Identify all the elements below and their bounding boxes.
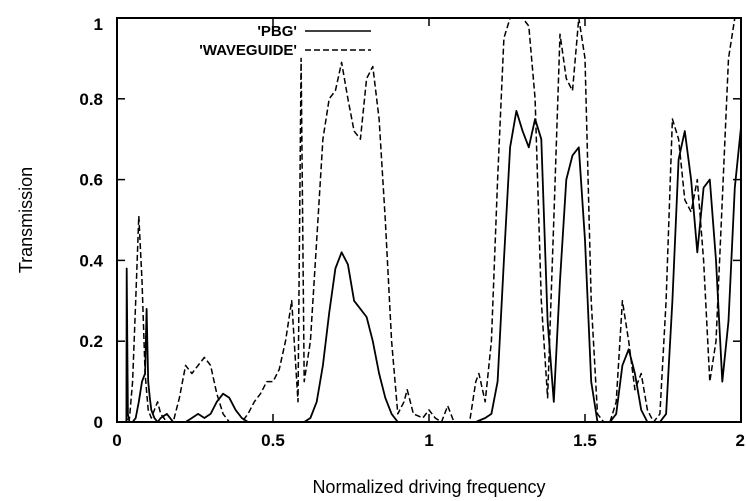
y-tick-label: 0.2	[79, 332, 103, 351]
axis-ticks: 0 0.5 1 1.5 2 0 0.2 0.4 0.6 0.8 1	[79, 15, 745, 450]
series-line-pbg	[117, 110, 741, 422]
x-tick-label: 0	[112, 431, 121, 450]
y-axis-title: Transmission	[16, 167, 36, 273]
x-tick-label: 2	[736, 431, 745, 450]
data-series-layer	[117, 18, 741, 422]
y-tick-label: 0.8	[79, 90, 103, 109]
y-tick-label: 0.4	[79, 251, 103, 270]
y-tick-label: 1	[94, 15, 103, 34]
y-tick-label: 0.6	[79, 171, 103, 190]
x-tick-label: 1.5	[573, 431, 597, 450]
x-tick-label: 1	[424, 431, 433, 450]
plot-frame	[116, 17, 742, 423]
series-line-waveguide	[117, 18, 741, 422]
x-axis-title: Normalized driving frequency	[312, 477, 545, 497]
legend: 'PBG' 'WAVEGUIDE'	[199, 23, 371, 59]
legend-label: 'PBG'	[257, 23, 297, 40]
legend-label: 'WAVEGUIDE'	[199, 42, 297, 59]
y-tick-label: 0	[94, 413, 103, 432]
x-tick-label: 0.5	[261, 431, 285, 450]
